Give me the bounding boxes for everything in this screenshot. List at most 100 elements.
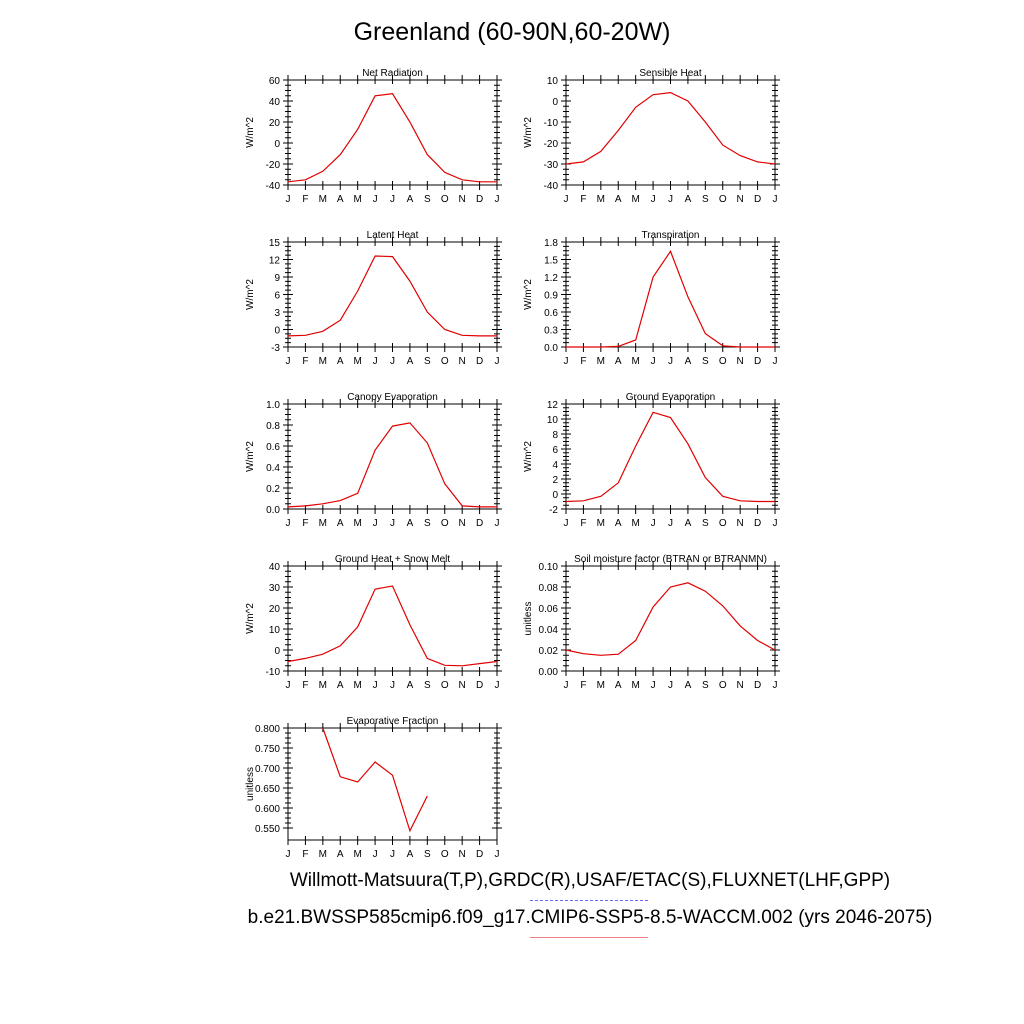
y-tick-label: 20: [269, 604, 281, 615]
y-tick-label: 0: [274, 139, 280, 150]
y-tick-label: 0.04: [539, 625, 559, 636]
x-tick-label: J: [373, 518, 378, 529]
x-tick-label: O: [441, 356, 449, 367]
panel-title: Ground Evaporation: [626, 392, 716, 403]
plot-frame: [287, 79, 498, 186]
y-tick-label: 0.700: [255, 764, 280, 775]
x-tick-label: O: [441, 518, 449, 529]
x-tick-label: F: [302, 356, 308, 367]
plot-frame: [287, 241, 498, 348]
x-tick-label: M: [353, 849, 361, 860]
y-tick-label: -40: [266, 181, 281, 192]
x-tick-label: J: [651, 518, 656, 529]
y-tick-label: 0.08: [539, 583, 559, 594]
panel-title: Transpiration: [642, 230, 700, 241]
y-tick-label: 0.2: [266, 484, 280, 495]
x-tick-label: M: [631, 680, 639, 691]
x-tick-label: O: [441, 680, 449, 691]
x-tick-label: D: [754, 680, 761, 691]
x-tick-label: A: [337, 680, 344, 691]
y-tick-label: -10: [266, 667, 281, 678]
y-tick-label: 0.600: [255, 804, 280, 815]
y-tick-label: 10: [269, 625, 281, 636]
obs-legend-swatch: [530, 900, 648, 901]
y-tick-label: 6: [274, 291, 280, 302]
y-tick-label: 15: [269, 238, 281, 249]
y-tick-label: 0.0: [266, 505, 280, 516]
x-tick-label: J: [773, 680, 778, 691]
x-tick-label: A: [615, 518, 622, 529]
x-tick-label: M: [353, 356, 361, 367]
x-tick-label: J: [286, 356, 291, 367]
x-tick-label: J: [286, 849, 291, 860]
y-tick-label: 12: [269, 256, 281, 267]
y-tick-label: 0.650: [255, 784, 280, 795]
y-tick-label: 0.9: [544, 291, 558, 302]
x-tick-label: M: [631, 356, 639, 367]
x-tick-label: N: [459, 518, 466, 529]
y-tick-label: 0.3: [544, 326, 558, 337]
x-tick-label: A: [337, 194, 344, 205]
x-tick-label: S: [424, 194, 431, 205]
x-tick-label: M: [353, 518, 361, 529]
x-tick-label: J: [373, 849, 378, 860]
x-tick-label: N: [459, 194, 466, 205]
y-tick-label: 0: [274, 646, 280, 657]
x-tick-label: O: [719, 356, 727, 367]
panel-7: Soil moisture factor (BTRAN or BTRANMN) u…: [523, 554, 780, 691]
x-tick-label: A: [685, 356, 692, 367]
y-tick-label: -10: [544, 118, 559, 129]
y-tick-label: -20: [544, 139, 559, 150]
panel-title: Evaporative Fraction: [347, 716, 439, 727]
x-tick-label: A: [685, 518, 692, 529]
x-tick-label: M: [319, 518, 327, 529]
x-tick-label: J: [668, 680, 673, 691]
x-tick-label: J: [564, 518, 569, 529]
y-axis-label: W/m^2: [523, 441, 534, 472]
x-tick-label: O: [719, 680, 727, 691]
x-tick-label: A: [615, 356, 622, 367]
y-tick-label: 9: [274, 273, 280, 284]
series-line-0: [322, 727, 428, 833]
y-axis-label: unitless: [245, 767, 256, 801]
x-tick-label: D: [476, 680, 483, 691]
series-line-0: [565, 582, 776, 656]
x-tick-label: A: [615, 194, 622, 205]
x-tick-label: D: [754, 356, 761, 367]
series-line-0: [565, 91, 776, 165]
y-tick-label: 0: [274, 326, 280, 337]
x-tick-label: M: [597, 518, 605, 529]
y-tick-label: 60: [269, 76, 281, 87]
x-tick-label: F: [302, 849, 308, 860]
y-tick-label: 40: [269, 97, 281, 108]
x-tick-label: A: [407, 356, 414, 367]
model-legend-label: b.e21.BWSSP585cmip6.f09_g17.CMIP6-SSP5-8…: [247, 907, 933, 928]
x-tick-label: F: [580, 680, 586, 691]
y-tick-label: 0: [552, 490, 558, 501]
x-tick-label: J: [373, 194, 378, 205]
x-tick-label: J: [668, 194, 673, 205]
y-tick-label: 4: [552, 460, 558, 471]
x-tick-label: F: [302, 680, 308, 691]
x-tick-label: M: [319, 849, 327, 860]
x-tick-label: J: [773, 356, 778, 367]
x-tick-label: A: [685, 194, 692, 205]
x-tick-label: A: [337, 356, 344, 367]
x-tick-label: S: [424, 849, 431, 860]
y-tick-label: 0.00: [539, 667, 559, 678]
x-tick-label: J: [373, 680, 378, 691]
x-tick-label: A: [685, 680, 692, 691]
series-line-0: [287, 255, 497, 337]
y-axis-label: unitless: [523, 602, 534, 636]
x-tick-label: J: [495, 680, 500, 691]
x-tick-label: S: [424, 680, 431, 691]
obs-legend-label: Willmott-Matsuura(T,P),GRDC(R),USAF/ETAC…: [289, 870, 891, 891]
y-tick-label: 1.8: [544, 238, 558, 249]
y-tick-label: 1.2: [544, 273, 558, 284]
x-tick-label: F: [302, 194, 308, 205]
x-tick-label: N: [737, 194, 744, 205]
y-axis-label: W/m^2: [245, 441, 256, 472]
y-tick-label: 0.10: [539, 562, 559, 573]
